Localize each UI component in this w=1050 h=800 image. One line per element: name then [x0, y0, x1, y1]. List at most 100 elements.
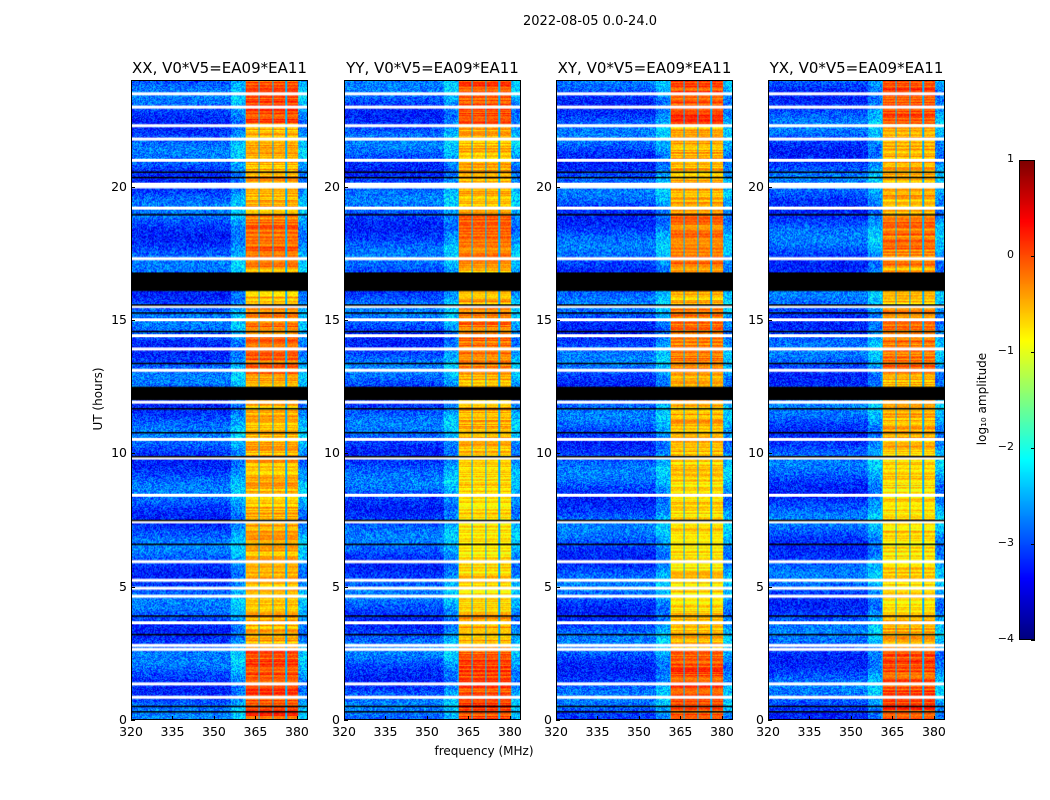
x-tick-mark — [172, 716, 174, 720]
x-tick-label: 350 — [627, 724, 651, 739]
y-tick-label: 15 — [324, 312, 340, 327]
x-tick-mark — [509, 716, 511, 720]
y-tick-label: 5 — [544, 578, 552, 594]
y-tick-mark — [556, 586, 560, 588]
x-tick-label: 380 — [710, 724, 734, 739]
heatmap-panel — [344, 80, 521, 720]
y-tick-label: 20 — [536, 178, 552, 194]
x-tick-mark — [892, 716, 894, 720]
x-tick-label: 380 — [922, 724, 946, 739]
x-tick-mark — [296, 716, 298, 720]
figure-suptitle: 2022-08-05 0.0-24.0 — [523, 14, 657, 29]
x-tick-label: 320 — [756, 724, 780, 739]
y-axis-label: UT (hours) — [91, 367, 105, 431]
panel-title: YX, V0*V5=EA09*EA11 — [769, 59, 944, 77]
y-tick-mark — [768, 453, 772, 455]
x-tick-mark — [721, 716, 723, 720]
x-tick-label: 320 — [544, 724, 568, 739]
y-tick-label: 5 — [332, 578, 340, 594]
y-tick-label: 20 — [111, 178, 127, 194]
x-tick-label: 380 — [285, 724, 309, 739]
x-tick-label: 320 — [332, 724, 356, 739]
panel-title: XX, V0*V5=EA09*EA11 — [132, 59, 307, 77]
colorbar-tick-label: 1 — [1007, 152, 1014, 165]
x-tick-label: 350 — [202, 724, 226, 739]
y-tick-label: 20 — [324, 178, 340, 194]
y-tick-mark — [131, 320, 135, 321]
x-tick-mark — [131, 716, 132, 720]
x-tick-label: 365 — [880, 724, 905, 739]
colorbar-tick-mark — [1031, 448, 1035, 449]
colorbar-tick-mark — [1031, 544, 1035, 545]
y-tick-label: 0 — [756, 712, 764, 727]
colorbar-tick-mark — [1031, 160, 1035, 161]
x-tick-mark — [344, 716, 345, 720]
y-tick-mark — [768, 586, 772, 588]
y-tick-mark — [131, 586, 135, 588]
y-tick-mark — [344, 586, 348, 588]
colorbar-tick-mark — [1031, 256, 1035, 257]
x-tick-label: 335 — [585, 724, 610, 739]
x-tick-mark — [768, 716, 769, 720]
y-tick-mark — [768, 720, 772, 721]
y-tick-label: 0 — [544, 712, 552, 727]
x-tick-label: 320 — [119, 724, 143, 739]
heatmap-panel — [556, 80, 733, 720]
x-tick-label: 350 — [415, 724, 439, 739]
y-tick-label: 10 — [748, 445, 764, 461]
x-tick-mark — [597, 716, 599, 720]
y-tick-mark — [556, 720, 560, 721]
x-tick-mark — [850, 716, 852, 720]
colorbar-tick-label: −2 — [997, 440, 1014, 453]
x-tick-mark — [385, 716, 387, 720]
colorbar-label: log₁₀ amplitude — [975, 352, 989, 446]
y-tick-label: 15 — [748, 312, 764, 327]
heatmap-image — [557, 81, 732, 719]
x-tick-label: 365 — [243, 724, 268, 739]
y-tick-mark — [131, 453, 135, 455]
y-tick-mark — [556, 453, 560, 455]
y-tick-label: 0 — [332, 712, 340, 727]
heatmap-panel — [131, 80, 308, 720]
y-tick-mark — [768, 186, 772, 188]
y-tick-label: 10 — [111, 445, 127, 461]
x-tick-mark — [680, 716, 682, 720]
colorbar-tick-label: −1 — [997, 344, 1014, 357]
x-tick-label: 335 — [373, 724, 398, 739]
y-tick-label: 10 — [324, 445, 340, 461]
x-tick-mark — [809, 716, 811, 720]
x-tick-label: 365 — [456, 724, 481, 739]
colorbar — [1019, 160, 1035, 640]
x-tick-label: 350 — [839, 724, 863, 739]
y-tick-label: 15 — [536, 312, 552, 327]
heatmap-panel — [768, 80, 945, 720]
x-tick-mark — [426, 716, 428, 720]
x-tick-mark — [556, 716, 557, 720]
y-tick-mark — [131, 720, 135, 721]
y-tick-mark — [344, 320, 348, 321]
x-tick-label: 365 — [668, 724, 693, 739]
colorbar-tick-label: −3 — [997, 536, 1014, 549]
y-tick-mark — [131, 186, 135, 188]
y-tick-label: 10 — [536, 445, 552, 461]
x-tick-mark — [638, 716, 640, 720]
x-tick-mark — [213, 716, 215, 720]
y-tick-mark — [556, 186, 560, 188]
y-tick-label: 5 — [756, 578, 764, 594]
y-tick-mark — [556, 320, 560, 321]
y-tick-label: 15 — [111, 312, 127, 327]
x-tick-label: 380 — [498, 724, 522, 739]
x-tick-mark — [255, 716, 257, 720]
heatmap-image — [769, 81, 944, 719]
y-tick-label: 0 — [119, 712, 127, 727]
panel-title: XY, V0*V5=EA09*EA11 — [557, 59, 732, 77]
x-tick-label: 335 — [797, 724, 822, 739]
y-tick-label: 20 — [748, 178, 764, 194]
colorbar-tick-label: 0 — [1007, 248, 1014, 261]
x-axis-label: frequency (MHz) — [434, 744, 534, 758]
y-tick-label: 5 — [119, 578, 127, 594]
x-tick-mark — [933, 716, 935, 720]
panel-title: YY, V0*V5=EA09*EA11 — [346, 59, 519, 77]
x-tick-label: 335 — [160, 724, 185, 739]
